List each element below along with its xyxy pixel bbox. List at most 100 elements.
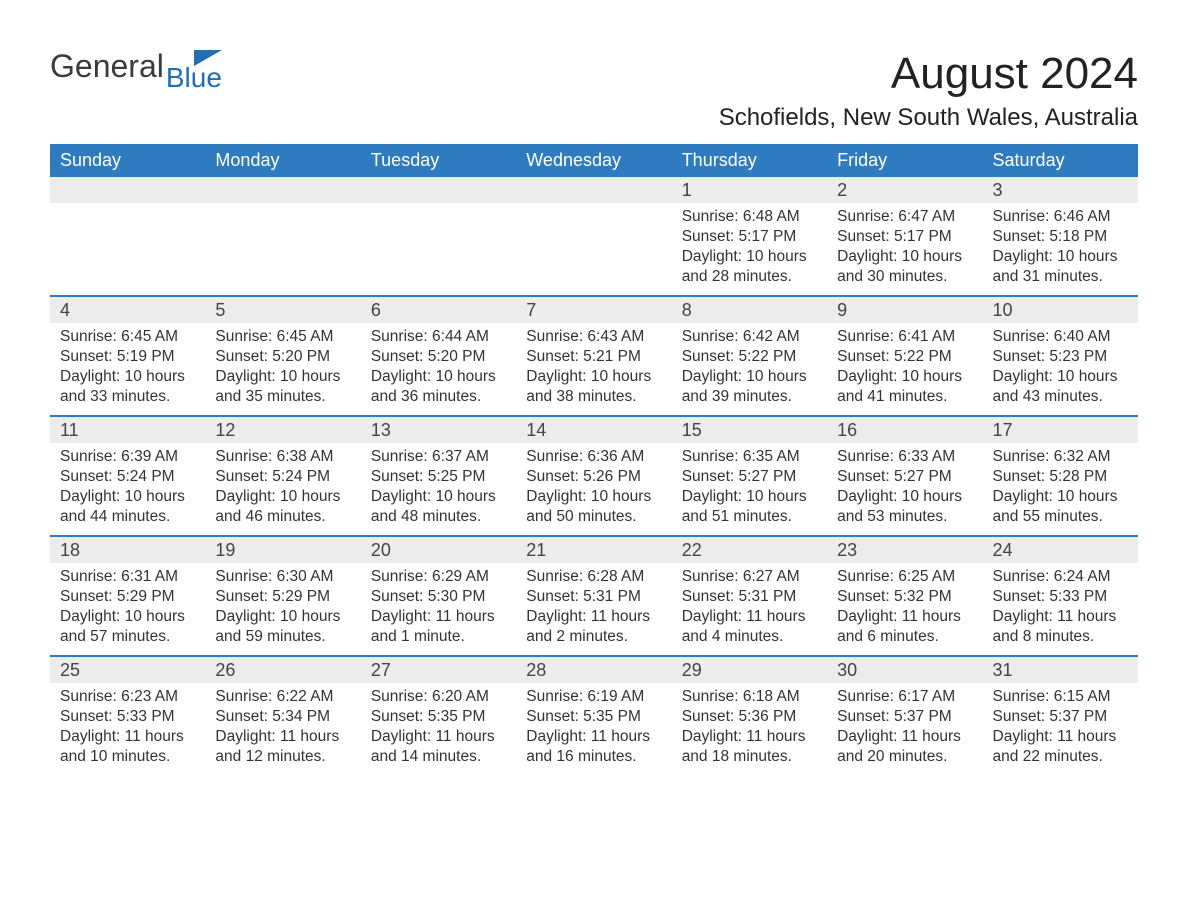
day-sunrise: Sunrise: 6:39 AM [60, 447, 195, 467]
day-sunrise: Sunrise: 6:15 AM [993, 687, 1128, 707]
day-number: 20 [361, 537, 516, 563]
day-sunset: Sunset: 5:29 PM [215, 587, 350, 607]
day-number: 22 [672, 537, 827, 563]
day-daylight2: and 12 minutes. [215, 747, 350, 767]
day-sunset: Sunset: 5:17 PM [837, 227, 972, 247]
day-daylight2: and 39 minutes. [682, 387, 817, 407]
day-cell: 14Sunrise: 6:36 AMSunset: 5:26 PMDayligh… [516, 417, 671, 535]
day-body: Sunrise: 6:35 AMSunset: 5:27 PMDaylight:… [672, 443, 827, 532]
day-body: Sunrise: 6:42 AMSunset: 5:22 PMDaylight:… [672, 323, 827, 412]
day-daylight1: Daylight: 11 hours [60, 727, 195, 747]
day-daylight2: and 59 minutes. [215, 627, 350, 647]
day-body: Sunrise: 6:23 AMSunset: 5:33 PMDaylight:… [50, 683, 205, 772]
day-cell: 16Sunrise: 6:33 AMSunset: 5:27 PMDayligh… [827, 417, 982, 535]
day-sunrise: Sunrise: 6:42 AM [682, 327, 817, 347]
day-number: 1 [672, 177, 827, 203]
day-daylight1: Daylight: 10 hours [993, 487, 1128, 507]
weekday-tuesday: Tuesday [361, 144, 516, 177]
day-cell-empty [361, 177, 516, 295]
day-sunrise: Sunrise: 6:44 AM [371, 327, 506, 347]
day-sunset: Sunset: 5:25 PM [371, 467, 506, 487]
day-sunset: Sunset: 5:29 PM [60, 587, 195, 607]
day-daylight2: and 1 minute. [371, 627, 506, 647]
day-sunrise: Sunrise: 6:40 AM [993, 327, 1128, 347]
day-sunrise: Sunrise: 6:48 AM [682, 207, 817, 227]
day-daylight1: Daylight: 11 hours [837, 727, 972, 747]
day-cell: 6Sunrise: 6:44 AMSunset: 5:20 PMDaylight… [361, 297, 516, 415]
day-body: Sunrise: 6:44 AMSunset: 5:20 PMDaylight:… [361, 323, 516, 412]
day-body: Sunrise: 6:20 AMSunset: 5:35 PMDaylight:… [361, 683, 516, 772]
day-daylight2: and 30 minutes. [837, 267, 972, 287]
day-cell: 13Sunrise: 6:37 AMSunset: 5:25 PMDayligh… [361, 417, 516, 535]
day-sunset: Sunset: 5:34 PM [215, 707, 350, 727]
day-daylight2: and 8 minutes. [993, 627, 1128, 647]
day-cell: 1Sunrise: 6:48 AMSunset: 5:17 PMDaylight… [672, 177, 827, 295]
day-number: 15 [672, 417, 827, 443]
day-cell: 30Sunrise: 6:17 AMSunset: 5:37 PMDayligh… [827, 657, 982, 775]
day-daylight2: and 55 minutes. [993, 507, 1128, 527]
week-row: 18Sunrise: 6:31 AMSunset: 5:29 PMDayligh… [50, 535, 1138, 655]
day-body: Sunrise: 6:37 AMSunset: 5:25 PMDaylight:… [361, 443, 516, 532]
day-number: 6 [361, 297, 516, 323]
day-number: 19 [205, 537, 360, 563]
day-daylight2: and 28 minutes. [682, 267, 817, 287]
day-cell-empty [516, 177, 671, 295]
day-daylight2: and 43 minutes. [993, 387, 1128, 407]
day-daylight2: and 44 minutes. [60, 507, 195, 527]
day-body: Sunrise: 6:18 AMSunset: 5:36 PMDaylight:… [672, 683, 827, 772]
day-daylight2: and 4 minutes. [682, 627, 817, 647]
day-number: 12 [205, 417, 360, 443]
day-daylight2: and 10 minutes. [60, 747, 195, 767]
day-number: 17 [983, 417, 1138, 443]
day-daylight2: and 6 minutes. [837, 627, 972, 647]
day-cell: 8Sunrise: 6:42 AMSunset: 5:22 PMDaylight… [672, 297, 827, 415]
day-cell-empty [50, 177, 205, 295]
day-cell: 21Sunrise: 6:28 AMSunset: 5:31 PMDayligh… [516, 537, 671, 655]
day-cell: 10Sunrise: 6:40 AMSunset: 5:23 PMDayligh… [983, 297, 1138, 415]
day-number: 31 [983, 657, 1138, 683]
day-sunrise: Sunrise: 6:45 AM [60, 327, 195, 347]
day-daylight1: Daylight: 10 hours [682, 487, 817, 507]
day-sunset: Sunset: 5:27 PM [682, 467, 817, 487]
day-cell: 19Sunrise: 6:30 AMSunset: 5:29 PMDayligh… [205, 537, 360, 655]
day-number: 25 [50, 657, 205, 683]
week-row: 25Sunrise: 6:23 AMSunset: 5:33 PMDayligh… [50, 655, 1138, 775]
day-daylight2: and 57 minutes. [60, 627, 195, 647]
day-sunset: Sunset: 5:22 PM [837, 347, 972, 367]
day-body: Sunrise: 6:17 AMSunset: 5:37 PMDaylight:… [827, 683, 982, 772]
day-sunset: Sunset: 5:30 PM [371, 587, 506, 607]
weekday-wednesday: Wednesday [516, 144, 671, 177]
day-sunset: Sunset: 5:22 PM [682, 347, 817, 367]
day-sunrise: Sunrise: 6:23 AM [60, 687, 195, 707]
day-number: 16 [827, 417, 982, 443]
title-block: August 2024 Schofields, New South Wales,… [719, 50, 1138, 132]
day-sunrise: Sunrise: 6:19 AM [526, 687, 661, 707]
day-sunrise: Sunrise: 6:37 AM [371, 447, 506, 467]
day-daylight2: and 50 minutes. [526, 507, 661, 527]
day-daylight2: and 33 minutes. [60, 387, 195, 407]
day-daylight1: Daylight: 11 hours [682, 607, 817, 627]
day-daylight1: Daylight: 10 hours [215, 487, 350, 507]
day-body: Sunrise: 6:46 AMSunset: 5:18 PMDaylight:… [983, 203, 1138, 292]
day-daylight1: Daylight: 11 hours [993, 607, 1128, 627]
day-sunset: Sunset: 5:28 PM [993, 467, 1128, 487]
day-daylight2: and 22 minutes. [993, 747, 1128, 767]
day-sunset: Sunset: 5:27 PM [837, 467, 972, 487]
day-sunrise: Sunrise: 6:46 AM [993, 207, 1128, 227]
day-sunset: Sunset: 5:37 PM [837, 707, 972, 727]
day-sunrise: Sunrise: 6:33 AM [837, 447, 972, 467]
day-body: Sunrise: 6:48 AMSunset: 5:17 PMDaylight:… [672, 203, 827, 292]
day-number: 8 [672, 297, 827, 323]
day-body: Sunrise: 6:28 AMSunset: 5:31 PMDaylight:… [516, 563, 671, 652]
day-sunset: Sunset: 5:31 PM [682, 587, 817, 607]
day-cell: 15Sunrise: 6:35 AMSunset: 5:27 PMDayligh… [672, 417, 827, 535]
day-daylight1: Daylight: 10 hours [682, 367, 817, 387]
day-number: 5 [205, 297, 360, 323]
day-daylight2: and 53 minutes. [837, 507, 972, 527]
location: Schofields, New South Wales, Australia [719, 104, 1138, 132]
day-cell: 25Sunrise: 6:23 AMSunset: 5:33 PMDayligh… [50, 657, 205, 775]
day-cell: 20Sunrise: 6:29 AMSunset: 5:30 PMDayligh… [361, 537, 516, 655]
day-number [50, 177, 205, 203]
day-daylight1: Daylight: 10 hours [526, 367, 661, 387]
day-daylight2: and 51 minutes. [682, 507, 817, 527]
